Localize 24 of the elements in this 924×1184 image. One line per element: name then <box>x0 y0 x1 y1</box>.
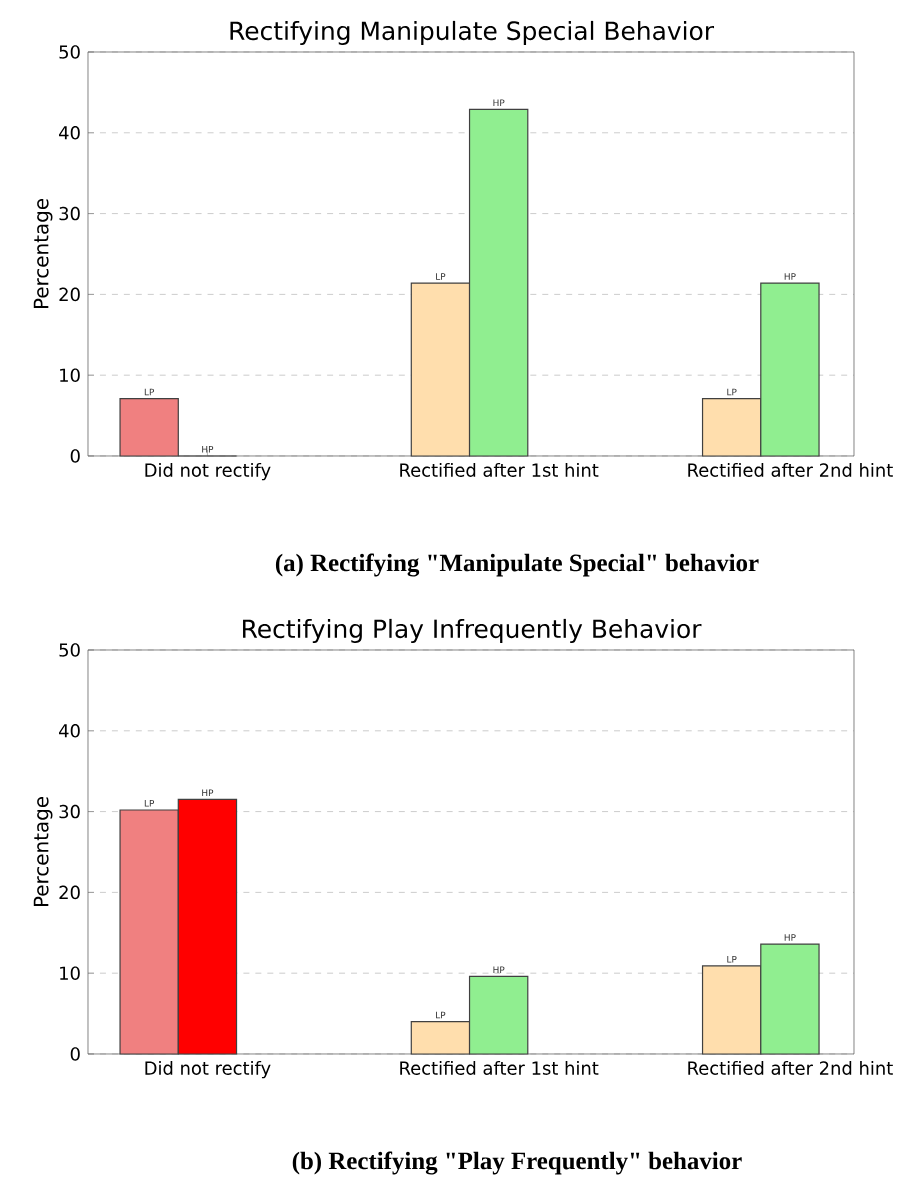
y-axis-title: Percentage <box>33 796 53 907</box>
x-tick-label: Did not rectify <box>145 463 271 481</box>
x-tick-label: Rectified after 2nd hint <box>688 1061 893 1075</box>
y-tick-label: 40 <box>59 126 80 140</box>
y-tick-label: 30 <box>59 206 80 221</box>
y-tick-label: 50 <box>59 45 80 59</box>
text: (b) Rectifying "Play Frequently" behavior <box>292 1151 742 1175</box>
chart-title: Rectifying Manipulate Special Behavior <box>230 20 715 46</box>
x-tick-label: Did not rectify <box>145 1061 271 1079</box>
y-tick-label: 40 <box>59 724 80 738</box>
y-tick-label: 20 <box>59 287 80 302</box>
x-tick-label: Rectified after 1st hint <box>400 1061 599 1075</box>
y-tick-label: 20 <box>59 885 80 900</box>
chart-title: Rectifying Play Infrequently Behavior <box>243 618 702 644</box>
y-axis-title: Percentage <box>33 198 53 309</box>
x-tick-label: Rectified after 2nd hint <box>688 463 893 477</box>
text: (a) Rectifying "Manipulate Special" behavior <box>275 553 759 577</box>
y-tick-label: 0 <box>70 449 80 463</box>
y-tick-label: 10 <box>60 966 80 980</box>
y-tick-label: 10 <box>60 368 80 382</box>
y-tick-label: 0 <box>70 1047 80 1061</box>
x-tick-label: Rectified after 1st hint <box>400 463 599 477</box>
y-tick-label: 30 <box>59 804 80 819</box>
y-tick-label: 50 <box>59 643 80 657</box>
